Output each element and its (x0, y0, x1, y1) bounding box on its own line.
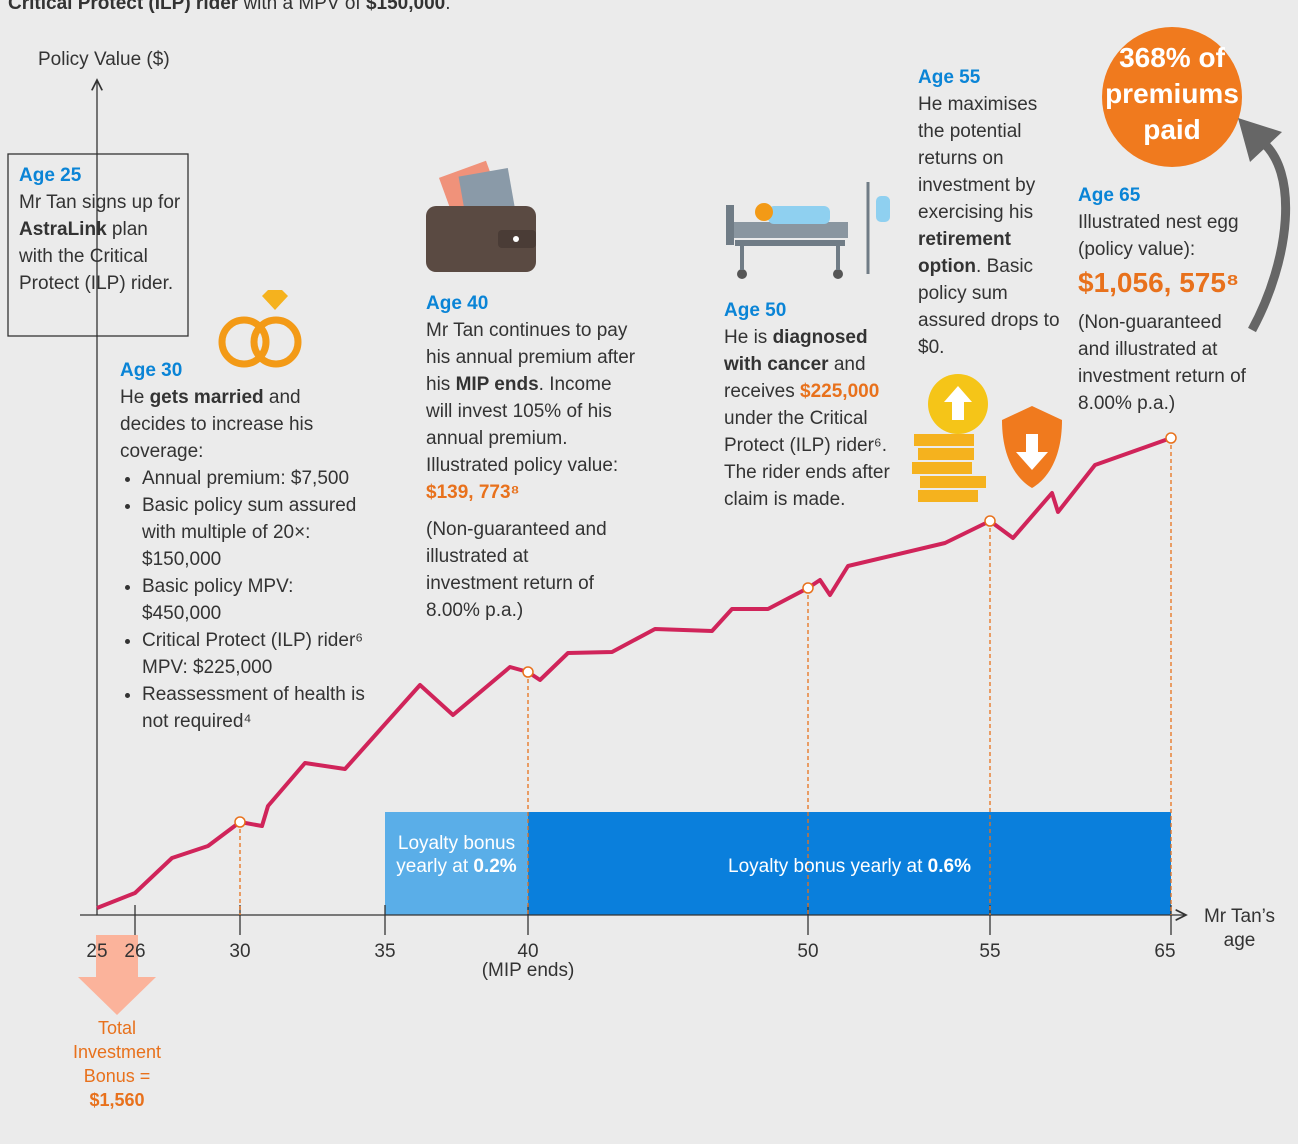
bullets: Annual premium: $7,500 Basic policy sum … (120, 465, 365, 735)
age-label: 50 (797, 938, 818, 965)
note: (Non-guaranteed and illustrated at inves… (1078, 309, 1253, 417)
age-label: 30 (229, 938, 250, 965)
bullet: Basic policy sum assured with multiple o… (142, 492, 365, 573)
hospital-icon (726, 182, 890, 279)
body: He gets married and decides to increase … (120, 384, 365, 465)
heading: Age 40 (426, 290, 641, 317)
body: Mr Tan continues to pay his annual premi… (426, 317, 641, 506)
mip-note: (MIP ends) (482, 960, 575, 982)
badge-text: 368% of premiums paid (1102, 40, 1242, 148)
intro-bold: $150,000 (366, 0, 445, 14)
curved-arrow (1252, 140, 1286, 330)
bullet: Annual premium: $7,500 (142, 465, 365, 492)
heading: Age 30 (120, 357, 365, 384)
wallet-icon (426, 161, 536, 272)
text: Loyalty bonus yearly at (728, 856, 928, 877)
age-label: 55 (979, 938, 1000, 965)
bullet: Reassessment of health is not required⁴ (142, 681, 365, 735)
intro-bold: Critical Protect (ILP) rider (8, 0, 238, 14)
age-label: 25 (86, 938, 107, 965)
y-axis-label: Policy Value ($) (38, 46, 170, 73)
loyalty-high: Loyalty bonus yearly at 0.6% (528, 853, 1171, 880)
value: $225,000 (800, 381, 879, 402)
rate: 0.6% (928, 856, 971, 877)
bold-text: gets married (150, 387, 264, 408)
bold-text: AstraLink (19, 219, 107, 240)
heading: Age 55 (918, 64, 1068, 91)
diamond (262, 290, 288, 310)
value: $139, 773⁸ (426, 482, 520, 503)
loyalty-low: Loyalty bonus yearly at 0.2% (390, 832, 523, 878)
age-label: 26 (124, 938, 145, 965)
body: Illustrated nest egg (policy value): (1078, 209, 1253, 263)
text: He is (724, 327, 773, 348)
age40-block: Age 40 Mr Tan continues to pay his annua… (426, 290, 641, 624)
age50-block: Age 50 He is diagnosed with cancer and r… (724, 297, 894, 513)
coins-icon (912, 374, 988, 502)
bold-text: MIP ends (456, 374, 539, 395)
bullet: Critical Protect (ILP) rider⁶ MPV: $225,… (142, 627, 365, 681)
age55-block: Age 55 He maximises the potential return… (918, 64, 1068, 361)
shield-icon (1002, 406, 1062, 488)
age30-block: Age 30 He gets married and decides to in… (120, 357, 365, 735)
age65-block: Age 65 Illustrated nest egg (policy valu… (1078, 182, 1253, 417)
total-bonus: Total Investment Bonus = $1,560 (57, 1016, 177, 1112)
bullet: Basic policy MPV: $450,000 (142, 573, 365, 627)
heading: Age 50 (724, 297, 894, 324)
infographic: Critical Protect (ILP) rider with a MPV … (0, 0, 1298, 1144)
amount: $1,560 (89, 1090, 144, 1110)
intro-text: with a MPV of (238, 0, 366, 14)
text: Total Investment Bonus = (73, 1018, 161, 1086)
heading: Age 25 (19, 162, 184, 189)
body: He maximises the potential returns on in… (918, 91, 1068, 361)
age-label: 65 (1154, 938, 1175, 965)
age25-block: Age 25 Mr Tan signs up for AstraLink pla… (19, 162, 184, 297)
text: Mr Tan signs up for (19, 192, 180, 213)
age-label: 35 (374, 938, 395, 965)
heading: Age 65 (1078, 182, 1253, 209)
nest-egg-value: $1,056, 575⁸ (1078, 263, 1253, 303)
x-axis-label: Mr Tan’s age (1192, 905, 1287, 953)
rate: 0.2% (473, 856, 516, 877)
intro: Critical Protect (ILP) rider with a MPV … (8, 0, 450, 17)
text: He maximises the potential returns on in… (918, 94, 1037, 223)
body: He is diagnosed with cancer and receives… (724, 324, 894, 513)
text: He (120, 387, 150, 408)
intro-text: . (445, 0, 450, 14)
body: Mr Tan signs up for AstraLink plan with … (19, 189, 184, 297)
note: (Non-guaranteed and illustrated at inves… (426, 516, 616, 624)
text: under the Critical Protect (ILP) rider⁶.… (724, 408, 890, 510)
